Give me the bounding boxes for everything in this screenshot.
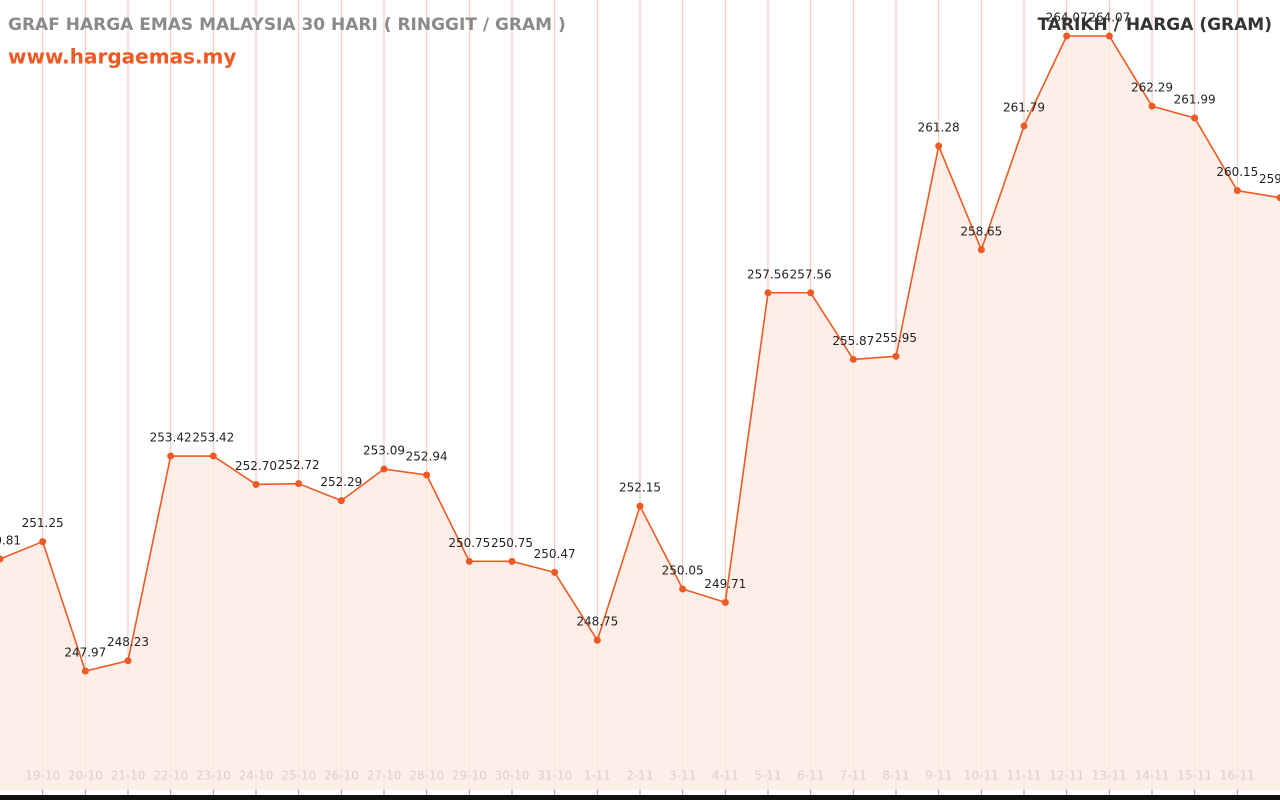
value-label: 250.75	[491, 536, 533, 550]
point	[807, 289, 815, 297]
value-label: 258.65	[960, 224, 1002, 238]
area	[0, 36, 1280, 790]
value-label: 260.15	[1216, 165, 1258, 179]
chart-subtitle: www.hargaemas.my	[8, 45, 236, 69]
point	[636, 502, 644, 510]
value-label: 248.75	[576, 615, 618, 629]
value-label: 250.75	[448, 536, 490, 550]
value-label: 251.25	[22, 516, 64, 530]
point	[1148, 102, 1156, 110]
point	[977, 246, 985, 254]
point	[679, 585, 687, 593]
bottom-edge	[0, 795, 1280, 800]
value-label: 250.05	[662, 563, 704, 577]
point	[1233, 187, 1241, 195]
value-label: 259.97	[1259, 172, 1280, 186]
point	[551, 568, 559, 576]
value-label: 252.94	[406, 449, 448, 463]
value-label: 249.71	[704, 577, 746, 591]
point	[1020, 122, 1028, 130]
value-label: 253.09	[363, 444, 405, 458]
value-label: 248.23	[107, 635, 149, 649]
point	[0, 555, 4, 563]
value-label: 262.29	[1131, 81, 1173, 95]
point	[1105, 32, 1113, 40]
value-label: 257.56	[790, 267, 832, 281]
point	[892, 352, 900, 360]
value-label: 247.97	[64, 646, 106, 660]
point	[252, 480, 260, 488]
value-label: 252.29	[320, 475, 362, 489]
point	[764, 289, 772, 297]
value-label: 264.07	[1046, 11, 1088, 25]
value-label: 250.81	[0, 533, 21, 547]
point	[721, 598, 729, 606]
value-label: 253.42	[150, 431, 192, 445]
point	[337, 497, 345, 505]
chart-title: GRAF HARGA EMAS MALAYSIA 30 HARI ( RINGG…	[8, 15, 566, 35]
point	[295, 480, 303, 488]
point	[380, 465, 388, 473]
plot: 250.81251.25247.97248.23253.42253.42252.…	[0, 11, 1280, 790]
value-label: 257.56	[747, 267, 789, 281]
point	[1191, 114, 1199, 122]
value-label: 255.95	[875, 331, 917, 345]
point	[167, 452, 175, 460]
point	[423, 471, 431, 479]
value-label: 252.72	[278, 458, 320, 472]
point	[1063, 32, 1071, 40]
point	[593, 636, 601, 644]
point	[124, 657, 132, 665]
point	[81, 667, 89, 675]
value-label: 250.47	[534, 547, 576, 561]
value-label: 255.87	[832, 334, 874, 348]
point	[849, 355, 857, 363]
value-label: 261.99	[1174, 93, 1216, 107]
point	[465, 557, 473, 565]
value-label: 264.07	[1088, 11, 1130, 25]
point	[39, 538, 47, 546]
value-label: 253.42	[192, 431, 234, 445]
value-label: 252.15	[619, 481, 661, 495]
point	[935, 142, 943, 150]
legend-title: TARIKH / HARGA (GRAM)	[1038, 15, 1272, 35]
point	[508, 557, 516, 565]
point	[209, 452, 217, 460]
point	[1276, 194, 1280, 202]
value-label: 261.79	[1003, 100, 1045, 114]
value-label: 252.70	[235, 459, 277, 473]
value-label: 261.28	[918, 121, 960, 135]
